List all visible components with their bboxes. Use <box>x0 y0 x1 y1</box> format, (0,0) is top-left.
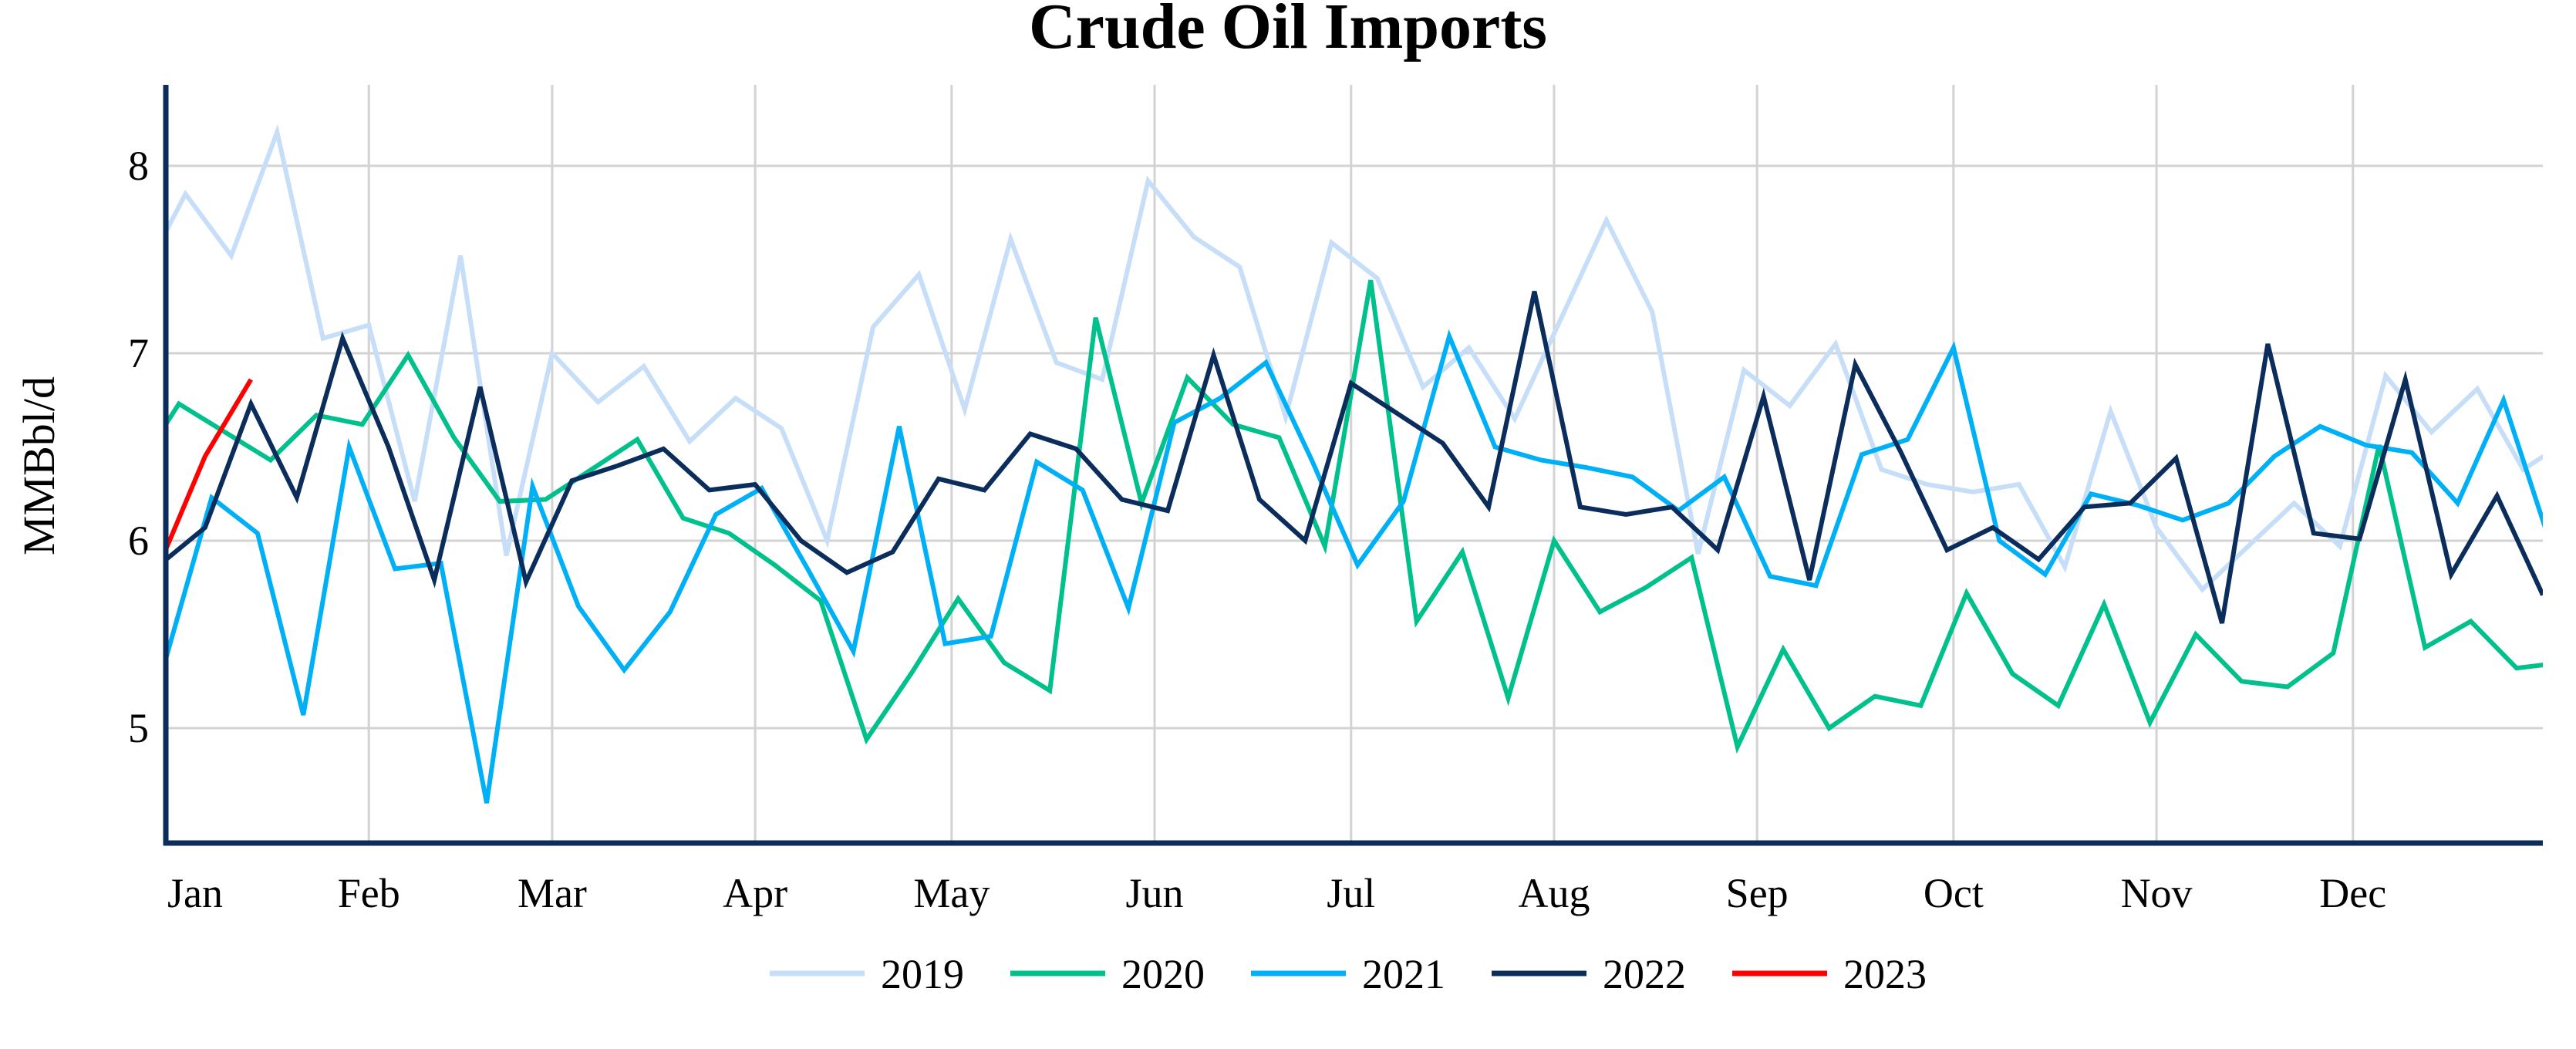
grid <box>166 85 2543 843</box>
legend-label-2019: 2019 <box>881 951 964 997</box>
x-tick-label: Jun <box>1126 870 1184 916</box>
x-tick-label: Feb <box>338 870 400 916</box>
legend-label-2021: 2021 <box>1362 951 1445 997</box>
x-tick-label: Jan <box>167 870 223 916</box>
y-tick-label: 6 <box>128 518 149 564</box>
y-tick-label: 7 <box>128 330 149 376</box>
x-tick-label: Mar <box>518 870 587 916</box>
y-axis-label: MMBbl/d <box>14 376 64 555</box>
x-tick-label: Oct <box>1924 870 1984 916</box>
x-tick-label: Apr <box>723 870 787 916</box>
axes: 5 6 7 8 Jan Feb Mar Apr May Jun Jul Aug Sep Oct Nov Dec <box>128 85 2543 916</box>
series-line-2021 <box>166 329 2543 804</box>
chart-title: Crude Oil Imports <box>1029 0 1547 62</box>
x-tick-label: Jul <box>1327 870 1375 916</box>
x-tick-label: May <box>913 870 990 916</box>
y-tick-label: 5 <box>128 705 149 751</box>
y-tick-label: 8 <box>128 143 149 189</box>
legend-label-2022: 2022 <box>1603 951 1686 997</box>
series-lines <box>166 123 2543 804</box>
x-tick-label: Nov <box>2121 870 2193 916</box>
legend-label-2020: 2020 <box>1121 951 1205 997</box>
x-tick-label: Aug <box>1518 870 1590 916</box>
legend: 2019 2020 2021 2022 2023 <box>770 951 1927 997</box>
series-line-2019 <box>166 123 2543 593</box>
series-line-2023 <box>166 378 253 556</box>
x-tick-label: Sep <box>1726 870 1789 916</box>
series-line-2022 <box>166 291 2543 624</box>
x-tick-label: Dec <box>2319 870 2386 916</box>
legend-label-2023: 2023 <box>1843 951 1927 997</box>
